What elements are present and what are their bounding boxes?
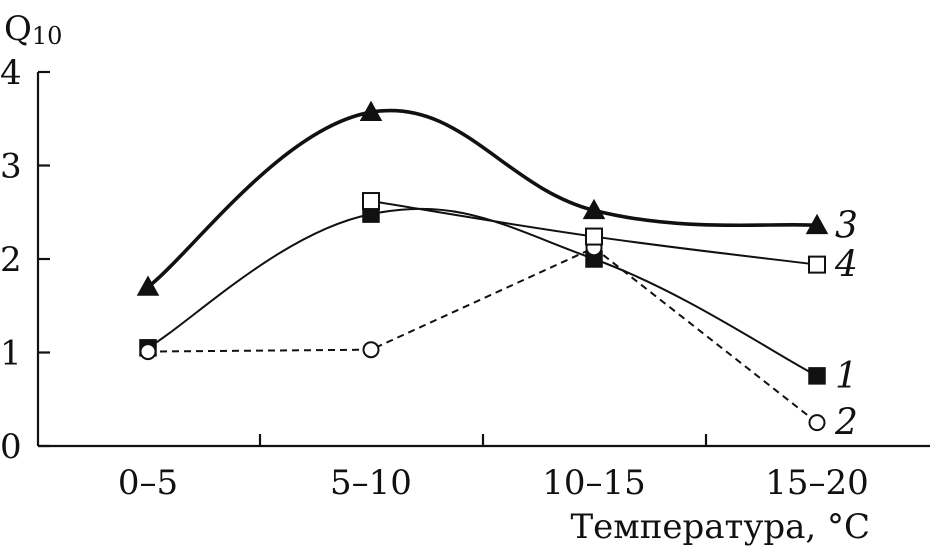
series-label-1: 1 bbox=[835, 356, 858, 397]
x-tick-label: 15–20 bbox=[765, 463, 869, 503]
data-point-series-4 bbox=[585, 227, 603, 246]
data-point-series-1 bbox=[808, 367, 826, 385]
y-tick-label: 0 bbox=[0, 427, 22, 467]
y-tick-label: 4 bbox=[0, 53, 22, 93]
series-label-4: 4 bbox=[834, 245, 858, 286]
data-point-series-4 bbox=[362, 192, 380, 211]
series-labels: 1 2 34 bbox=[834, 205, 858, 443]
series-markers bbox=[136, 100, 829, 432]
x-tick-label: 10–15 bbox=[542, 463, 646, 503]
data-point-series-2 bbox=[362, 341, 380, 359]
series-label-3: 3 bbox=[835, 205, 858, 246]
y-axis-title-sub: 10 bbox=[32, 22, 63, 50]
series-lines bbox=[146, 108, 818, 424]
series-line-1 bbox=[147, 207, 818, 377]
x-tick-label: 0–5 bbox=[118, 463, 178, 503]
data-point-series-3 bbox=[582, 198, 606, 220]
data-point-series-3 bbox=[805, 213, 829, 235]
series-line-2 bbox=[147, 246, 818, 424]
x-tick-label: 5–10 bbox=[330, 463, 412, 503]
series-label-2: 2 bbox=[834, 403, 858, 444]
x-ticks: 0–5 5–10 10–15 15–20 bbox=[118, 434, 869, 503]
y-axis-title: Q10 bbox=[4, 9, 62, 50]
data-point-series-3 bbox=[359, 100, 383, 121]
data-point-series-3 bbox=[136, 275, 160, 296]
y-tick-label: 3 bbox=[0, 147, 22, 187]
y-axis-title-main: Q bbox=[4, 9, 32, 49]
y-tick-label: 2 bbox=[0, 240, 22, 280]
series-line-3 bbox=[146, 108, 818, 289]
data-point-series-2 bbox=[808, 414, 826, 432]
y-tick-label: 1 bbox=[0, 334, 22, 374]
data-point-series-4 bbox=[808, 255, 826, 274]
y-ticks: 0 1 2 3 4 bbox=[0, 53, 50, 467]
data-point-series-2 bbox=[139, 343, 157, 361]
x-axis-title: Температура, °C bbox=[570, 507, 870, 547]
